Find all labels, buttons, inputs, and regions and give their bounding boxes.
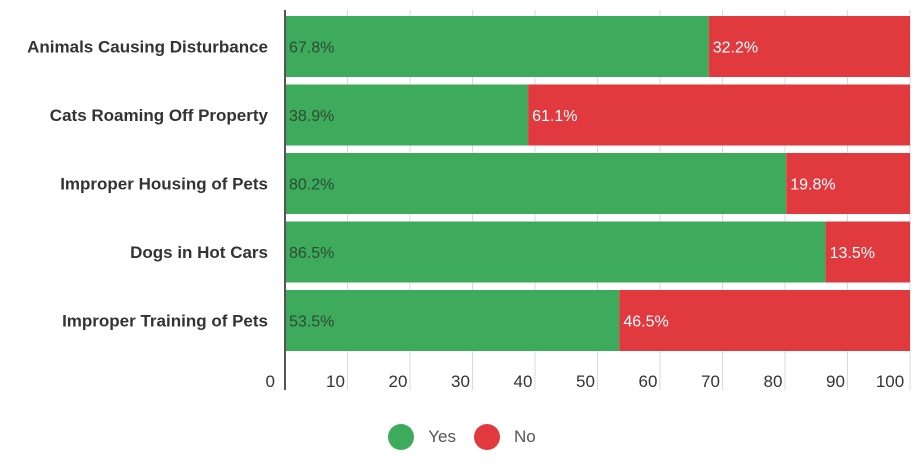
legend: Yes No <box>0 424 924 450</box>
category-label: Improper Training of Pets <box>62 312 268 331</box>
x-tick-label: 10 <box>326 372 345 391</box>
bar-yes[interactable] <box>285 16 709 77</box>
data-label-no: 61.1% <box>532 108 577 125</box>
category-label: Improper Housing of Pets <box>60 175 268 194</box>
bar-no[interactable] <box>619 290 910 351</box>
data-label-yes: 80.2% <box>289 177 334 194</box>
legend-label-no: No <box>514 427 536 446</box>
bar-yes[interactable] <box>285 221 826 283</box>
bars: 67.8% 32.2% 38.9% 61.1% 80.2% 19.8% 86.5% 13.5%… <box>285 16 910 351</box>
bar-no[interactable] <box>708 16 910 77</box>
x-tick-label: 30 <box>451 372 470 391</box>
category-labels: Animals Causing Disturbance Cats Roaming … <box>27 38 268 331</box>
data-label-yes: 53.5% <box>289 314 334 331</box>
x-tick-labels: 0 10 20 30 40 50 60 70 80 90 100 <box>266 372 905 391</box>
x-tick-label: 20 <box>389 372 408 391</box>
x-tick-label: 90 <box>826 372 845 391</box>
category-label: Cats Roaming Off Property <box>50 106 269 125</box>
x-tick-label: 40 <box>514 372 533 391</box>
legend-swatch-no <box>474 424 500 450</box>
x-tick-label: 80 <box>764 372 783 391</box>
bar-yes[interactable] <box>285 290 620 351</box>
legend-swatch-yes <box>388 424 415 450</box>
data-label-yes: 67.8% <box>289 40 334 57</box>
data-label-no: 32.2% <box>713 40 758 57</box>
x-tick-label: 0 <box>266 372 275 391</box>
bar-yes[interactable] <box>285 153 787 214</box>
legend-item-yes[interactable]: Yes <box>388 424 456 450</box>
data-label-no: 13.5% <box>830 245 875 262</box>
bar-no[interactable] <box>786 153 910 214</box>
data-label-no: 46.5% <box>623 314 668 331</box>
x-tick-label: 50 <box>576 372 595 391</box>
data-label-yes: 86.5% <box>289 245 334 262</box>
x-tick-label: 60 <box>639 372 658 391</box>
category-label: Dogs in Hot Cars <box>130 243 268 262</box>
category-label: Animals Causing Disturbance <box>27 38 268 57</box>
bar-yes[interactable] <box>285 84 529 146</box>
legend-label-yes: Yes <box>428 427 456 446</box>
bar-no[interactable] <box>528 84 910 146</box>
stacked-bar-chart: 67.8% 32.2% 38.9% 61.1% 80.2% 19.8% 86.5% 13.5%… <box>27 10 911 391</box>
x-tick-label: 70 <box>701 372 720 391</box>
legend-item-no[interactable]: No <box>474 424 536 450</box>
bar-no[interactable] <box>825 221 910 283</box>
data-label-no: 19.8% <box>790 177 835 194</box>
x-tick-label: 100 <box>876 372 904 391</box>
data-label-yes: 38.9% <box>289 108 334 125</box>
